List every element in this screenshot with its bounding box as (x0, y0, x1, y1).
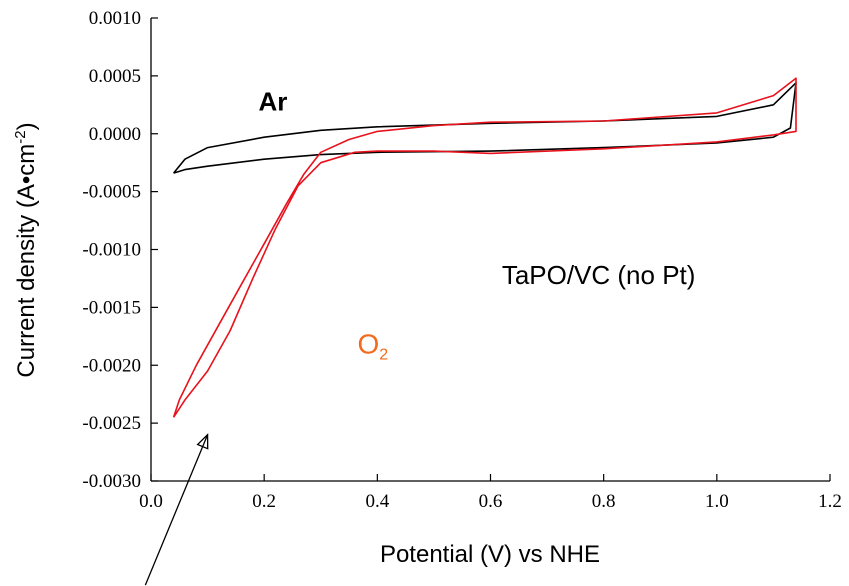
y-tick-label: 0.0010 (89, 8, 141, 29)
y-tick-label: -0.0025 (82, 413, 141, 434)
y-axis-title-sup: -2 (12, 130, 29, 143)
x-tick-label: 0.6 (479, 491, 503, 512)
y-ticks: -0.0030 -0.0025 -0.0020 -0.0015 -0.0010 -0.00… (82, 8, 158, 492)
y-tick-label: -0.0005 (82, 182, 141, 203)
x-ticks: 0.0 0.2 0.4 0.6 0.8 1.0 1.2 (139, 474, 842, 512)
y-tick-label: -0.0030 (82, 471, 141, 492)
x-tick-label: 0.4 (365, 491, 389, 512)
x-tick-label: 0.0 (139, 491, 163, 512)
arrow-line (144, 434, 209, 586)
y-axis-title-end: ) (13, 122, 40, 130)
annotation-o2-sub: 2 (379, 347, 388, 364)
y-tick-label: 0.0000 (89, 124, 141, 145)
x-tick-label: 1.0 (705, 491, 729, 512)
series-layer (172, 77, 797, 418)
x-tick-label: 0.2 (252, 491, 276, 512)
annotation-ar: Ar (259, 87, 288, 117)
y-tick-label: -0.0010 (82, 240, 141, 261)
x-tick-label: 0.8 (592, 491, 616, 512)
series-line-o2 (172, 77, 797, 418)
x-axis-title: Potential (V) vs NHE (380, 541, 600, 568)
annotation-o2-main: O (358, 329, 380, 360)
y-axis-title: Current density (A•cm-2) (12, 122, 40, 377)
x-tick-label: 1.2 (818, 491, 842, 512)
annotation-o2: O2 (358, 329, 389, 364)
y-axis-title-main: Current density (A•cm (13, 144, 40, 378)
series-line-ar (172, 82, 797, 174)
y-tick-label: -0.0015 (82, 297, 141, 318)
y-tick-label: -0.0020 (82, 355, 141, 376)
arrow-head (196, 433, 209, 450)
annotation-sample-label: TaPO/VC (no Pt) (502, 260, 696, 290)
y-tick-label: 0.0005 (89, 66, 141, 87)
